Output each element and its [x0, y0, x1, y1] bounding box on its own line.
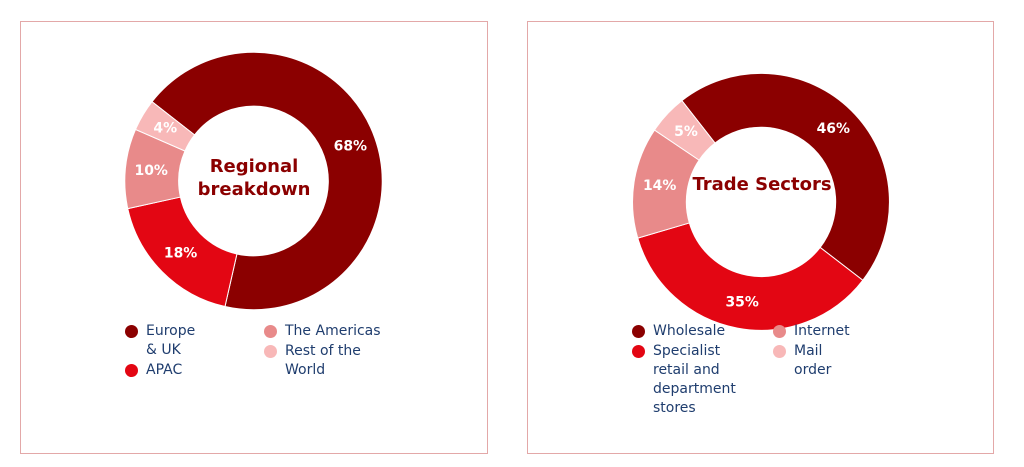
legend-item-apac: APAC	[125, 361, 195, 380]
legend-item-internet: Internet	[773, 322, 850, 341]
sector-slice-label-3: 5%	[674, 124, 698, 140]
legend-label-wholesale: Wholesale	[653, 323, 726, 339]
sector-slice-label-2: 14%	[643, 178, 676, 194]
sector-slice-0	[681, 72, 890, 281]
legend-swatch-rest-of-the-world	[264, 345, 277, 358]
legend-swatch-mail-order	[773, 345, 786, 358]
regional-slice-label-0: 68%	[334, 139, 367, 155]
legend-label-internet: Internet	[794, 323, 850, 339]
legend-swatch-the-americas	[264, 325, 277, 338]
legend-item-the-americas: The Americas	[264, 322, 389, 341]
regional-slice-3	[134, 101, 196, 152]
legend-item-specialist-retail: Specialist retail and department stores	[632, 342, 742, 418]
sector-slice-label-0: 46%	[817, 121, 850, 137]
legend-item-mail-order: Mail order	[773, 342, 850, 380]
sector-slice-label-1: 35%	[725, 295, 758, 311]
trade-sectors-title: Trade Sectors	[692, 174, 832, 195]
regional-breakdown-panel: 68% 18% 10% 4% Regional breakdown Europe & …	[20, 21, 488, 454]
legend-item-europe-uk: Europe & UK	[125, 322, 195, 360]
trade-sectors-donut-chart: 46% 35% 14% 5%	[632, 72, 890, 331]
legend-label-specialist-retail: Specialist retail and department stores	[653, 343, 736, 416]
regional-slice-0	[151, 51, 383, 311]
regional-slice-label-1: 18%	[164, 245, 197, 261]
legend-label-mail-order: Mail order	[794, 343, 832, 378]
legend-label-apac: APAC	[146, 362, 183, 378]
legend-swatch-apac	[125, 364, 138, 377]
legend-swatch-specialist-retail	[632, 345, 645, 358]
regional-breakdown-donut-chart: 68% 18% 10% 4%	[124, 51, 383, 311]
legend-swatch-europe-uk	[125, 325, 138, 338]
sector-slice-1	[637, 222, 864, 331]
legend-swatch-internet	[773, 325, 786, 338]
legend-item-rest-of-the-world: Rest of the World	[264, 342, 389, 380]
legend-item-wholesale: Wholesale	[632, 322, 742, 341]
legend-label-rest-of-the-world: Rest of the World	[285, 343, 361, 378]
regional-slice-label-2: 10%	[134, 163, 167, 179]
sector-slice-3	[653, 99, 716, 161]
legend-label-europe-uk: Europe & UK	[146, 323, 196, 358]
legend-label-the-americas: The Americas	[285, 323, 381, 339]
regional-breakdown-title: Regional breakdown	[197, 156, 311, 200]
regional-slice-label-3: 4%	[153, 120, 177, 136]
legend-swatch-wholesale	[632, 325, 645, 338]
trade-sectors-panel: 46% 35% 14% 5% Trade Sectors Wholesale Spec…	[527, 21, 994, 454]
